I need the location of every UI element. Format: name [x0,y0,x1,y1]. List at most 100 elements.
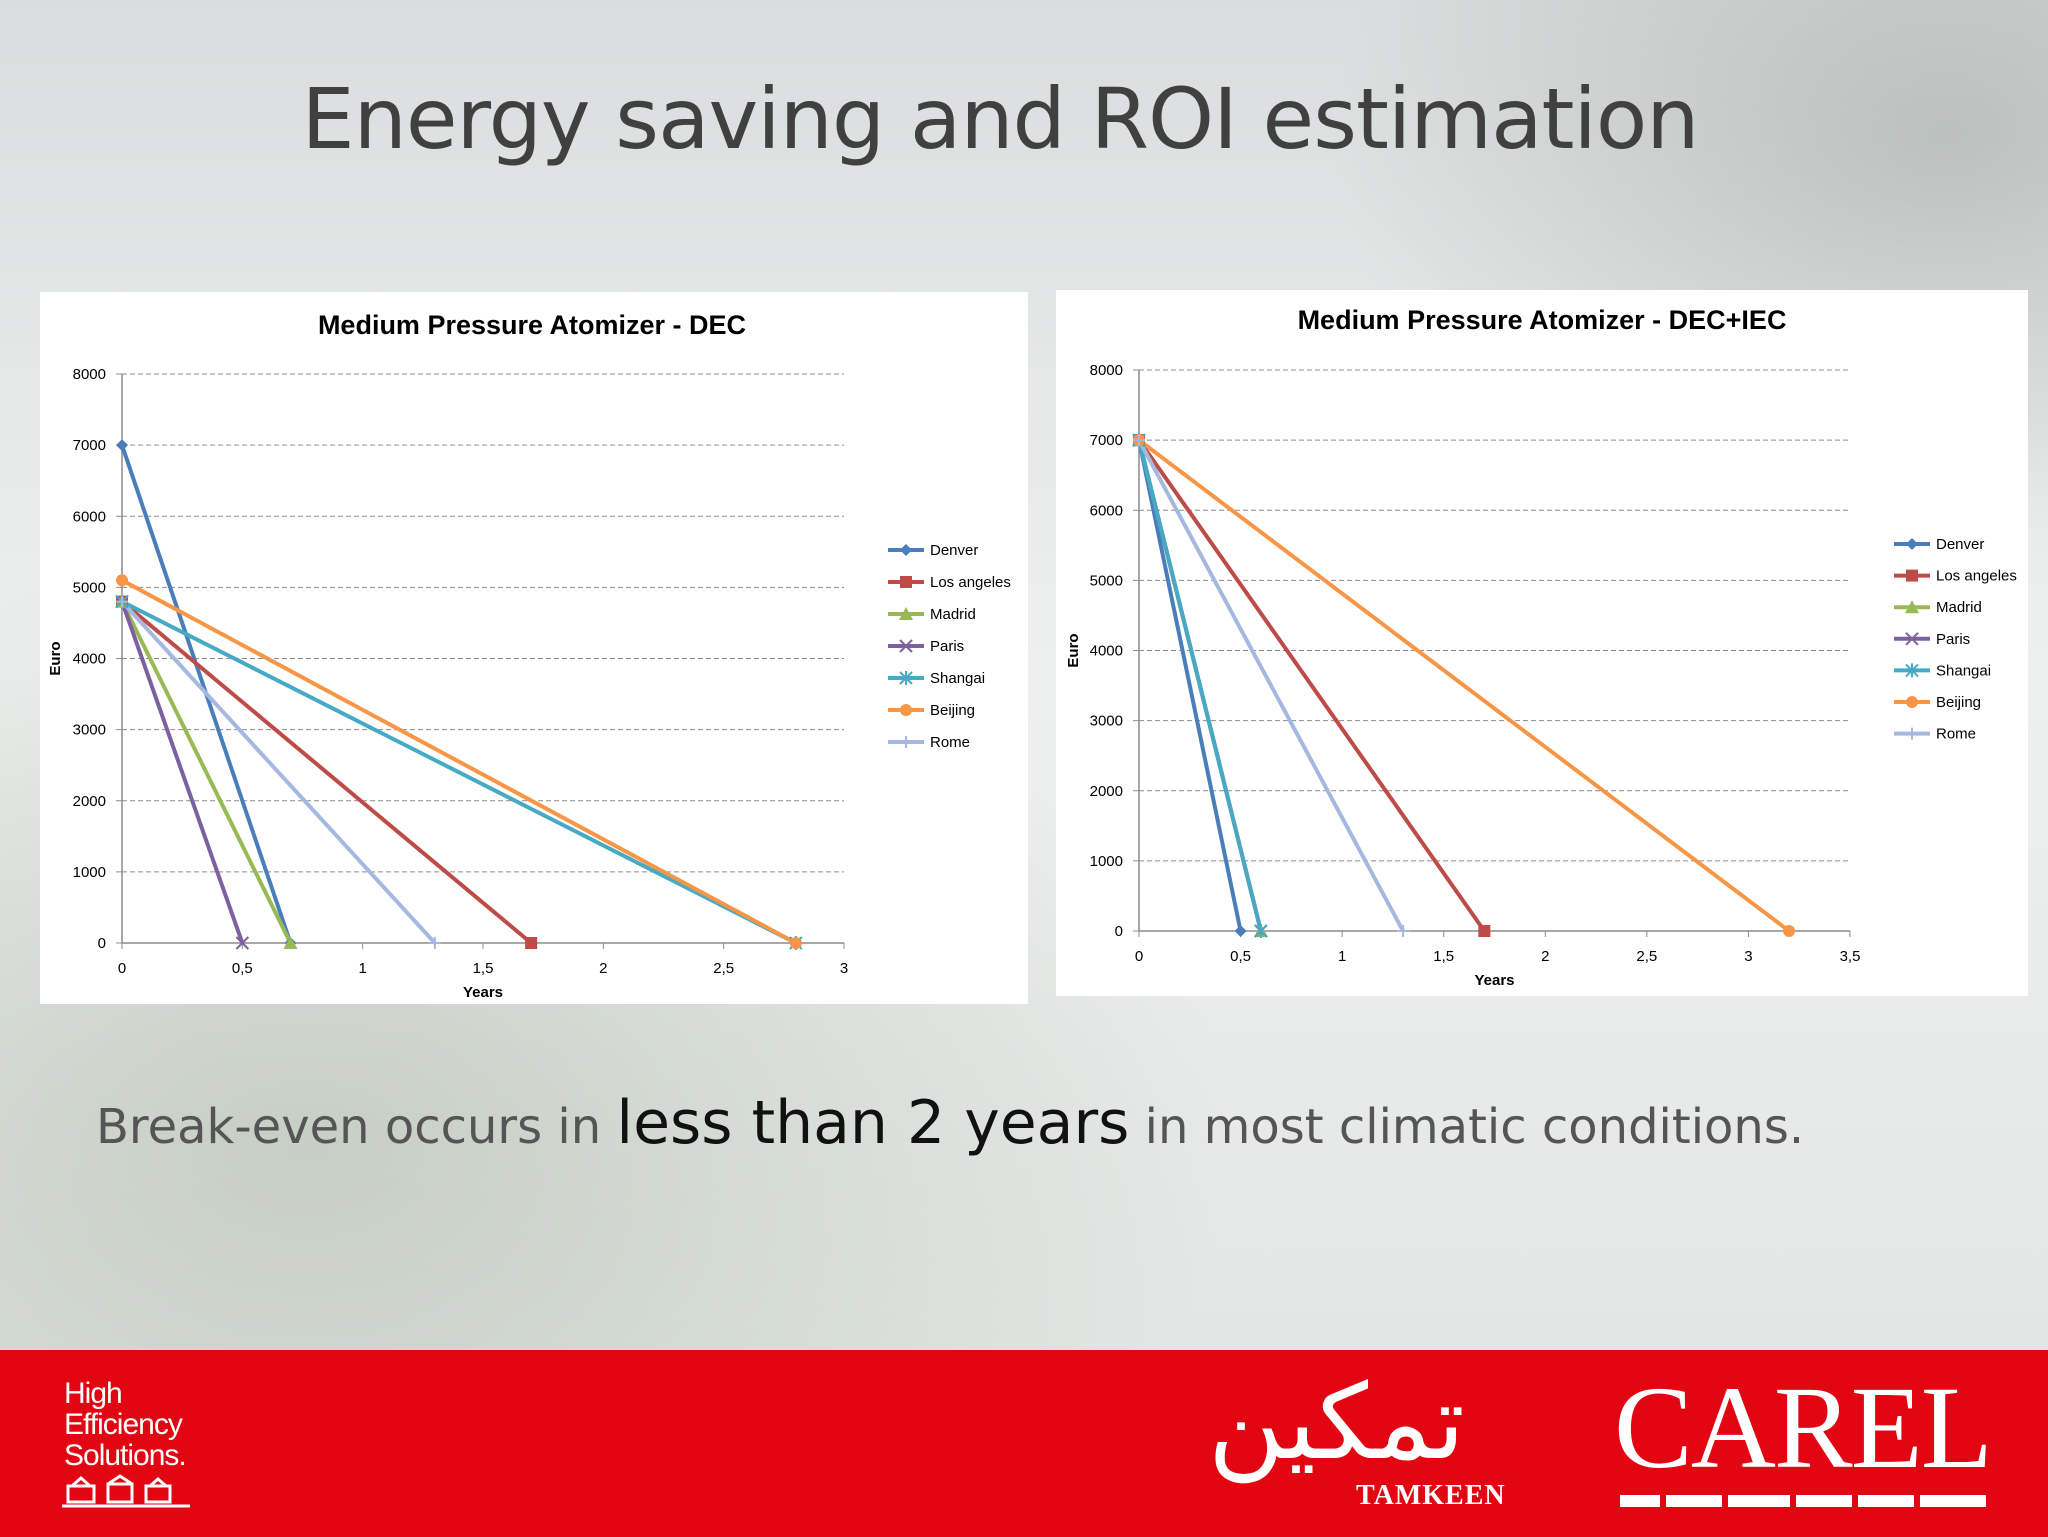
legend-label-rome: Rome [930,734,970,751]
slide-title: Energy saving and ROI estimation [301,70,1700,168]
x-tick-label: 3,5 [1840,948,1861,965]
y-tick-label: 1000 [73,864,106,881]
y-tick-label: 8000 [73,366,106,383]
x-tick-label: 0 [118,960,126,977]
y-tick-label: 0 [98,935,106,952]
series-line-shangai [1137,439,1263,932]
legend-marker-denver [1906,538,1918,550]
y-tick-label: 2000 [73,793,106,810]
y-tick-label: 0 [1115,923,1123,940]
legend-label-rome: Rome [1936,726,1976,743]
y-tick-label: 7000 [1090,432,1123,449]
series-line-rome [120,600,437,945]
data-point-beijing [1783,925,1796,937]
y-tick-label: 7000 [73,437,106,454]
y-tick-label: 5000 [73,579,106,596]
x-axis-label: Years [1474,972,1514,989]
legend-marker-rome [1906,727,1918,740]
x-tick-label: 1,5 [1433,948,1454,965]
tagline-line-3: Solutions. [64,1439,187,1472]
legend-marker-shangai [1905,663,1919,678]
break-even-caption: Break-even occurs in less than 2 years i… [96,1088,1804,1158]
legend-marker-paris [1905,632,1919,646]
y-tick-label: 6000 [1090,502,1123,519]
data-point-shangai [1254,924,1268,938]
legend-label-madrid: Madrid [930,606,976,623]
x-tick-label: 0,5 [1230,948,1251,965]
x-tick-label: 1,5 [473,960,494,977]
legend-label-shangai: Shangai [1936,662,1991,679]
series-line-paris [120,600,245,944]
data-point-denver [116,439,128,452]
series-line-beijing [1137,438,1791,933]
legend-label-paris: Paris [1936,631,1970,648]
data-point-rome [116,595,128,608]
x-tick-label: 3 [1744,948,1752,965]
x-tick-label: 2 [599,960,607,977]
chart-dec: Medium Pressure Atomizer - DEC 0 1000 2000 3… [47,310,1011,1001]
carel-logo-underline [1620,1495,1986,1507]
x-tick-label: 2,5 [1636,948,1657,965]
legend-marker-los-angeles [1906,569,1918,582]
y-tick-label: 6000 [73,508,106,525]
legend-marker-beijing [900,704,912,716]
x-tick-label: 0 [1135,948,1143,965]
series-line-los-angeles [120,600,533,945]
y-tick-label: 2000 [1090,783,1123,800]
y-tick-label: 4000 [73,651,106,668]
high-efficiency-solutions-logo: High Efficiency Solutions. [64,1377,187,1472]
legend-label-denver: Denver [1936,536,1984,553]
x-axis-label: Years [463,984,503,1001]
data-point-rome [1397,925,1410,937]
chart-panel-dec: Medium Pressure Atomizer - DEC 0 1000 2000 3… [40,292,1028,1004]
y-tick-label: 8000 [1090,362,1123,379]
y-tick-label: 4000 [1090,643,1123,660]
legend-marker-beijing [1906,696,1918,708]
legend-marker-los-angeles [900,576,912,588]
y-tick-label: 3000 [73,722,106,739]
caption-after: in most climatic conditions. [1129,1099,1805,1155]
legend-marker-denver [900,544,912,556]
legend-label-denver: Denver [930,542,978,559]
tamkeen-logo-text: TAMKEEN [1356,1480,1506,1511]
legend-marker-rome [900,736,912,748]
chart-dec-iec: Medium Pressure Atomizer - DEC+IEC 0 1000 2… [1065,305,2017,989]
tagline-line-1: High [64,1377,123,1410]
legend-label-paris: Paris [930,638,964,655]
carel-logo: CAREL [1614,1362,1993,1493]
caption-before: Break-even occurs in [96,1099,617,1155]
buildings-icon [62,1474,190,1508]
legend-label-shangai: Shangai [930,670,985,687]
x-tick-label: 1 [1338,948,1346,965]
legend-label-beijing: Beijing [930,702,975,719]
caption-emphasis: less than 2 years [616,1088,1130,1158]
legend-label-madrid: Madrid [1936,599,1982,616]
data-point-rome [1133,434,1145,447]
legend-marker-paris [899,639,913,653]
chart-title: Medium Pressure Atomizer - DEC [318,310,746,340]
data-point-paris [235,936,250,950]
data-point-beijing [116,574,128,587]
legend-label-los-angeles: Los angeles [1936,568,2017,585]
series-line-madrid [120,600,293,944]
y-axis-label: Euro [1065,633,1082,667]
y-tick-label: 5000 [1090,572,1123,589]
tamkeen-arabic-logo: تمكين [1208,1361,1466,1483]
chart-title: Medium Pressure Atomizer - DEC+IEC [1298,305,1787,335]
tagline-line-2: Efficiency [64,1408,183,1441]
series-line-shangai [121,599,797,945]
footer-bar: High Efficiency Solutions. تمكين TAMKEEN… [0,1350,2048,1537]
series-line-beijing [121,578,797,945]
x-tick-label: 1 [358,960,366,977]
x-tick-label: 3 [840,960,848,977]
legend-label-los-angeles: Los angeles [930,574,1011,591]
x-tick-label: 0,5 [232,960,253,977]
series-line-rome [1137,439,1405,932]
y-tick-label: 3000 [1090,713,1123,730]
data-point-rome [428,937,441,949]
x-tick-label: 2,5 [713,960,734,977]
legend-marker-madrid [899,607,913,620]
x-tick-label: 2 [1541,948,1549,965]
data-point-denver [1234,925,1247,937]
data-point-los-angeles [1478,925,1491,937]
